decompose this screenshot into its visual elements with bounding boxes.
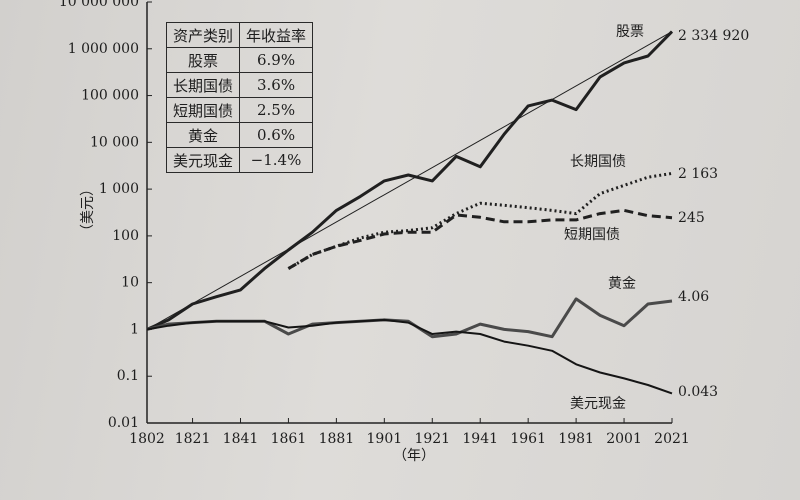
table-cell: 6.9%	[239, 47, 314, 73]
x-tick-label: 1961	[510, 431, 546, 447]
x-tick-label: 1841	[223, 431, 259, 447]
y-tick-label: 100 000	[81, 88, 139, 104]
table-cell: −1.4%	[239, 147, 314, 173]
x-tick-label: 1901	[367, 431, 403, 447]
table-cell: 3.6%	[239, 72, 314, 98]
y-tick-label: 1 000 000	[68, 41, 139, 57]
y-tick-label: 100	[112, 228, 139, 244]
series-line	[146, 30, 674, 331]
y-axis-title: （美元）	[80, 182, 96, 238]
y-tick-label: 0.01	[108, 415, 139, 431]
table-cell: 黄金	[165, 122, 241, 148]
trend-line	[146, 31, 673, 330]
x-axis-title: （年）	[393, 448, 435, 464]
series-name: 股票	[616, 24, 644, 40]
x-tick-label: 1981	[558, 431, 594, 447]
series-line	[287, 208, 673, 270]
table-cell: 美元现金	[165, 147, 241, 173]
value-label: 0.043	[678, 384, 718, 400]
table-header: 资产类别	[165, 22, 241, 48]
value-label: 245	[678, 210, 705, 226]
series-line	[287, 171, 673, 270]
return-table: 资产类别 年收益率 股票 6.9% 长期国债 3.6% 短期国债 2.5% 黄金 0.6%…	[165, 22, 314, 173]
y-tick-label: 1 000	[99, 181, 139, 197]
x-tick-label: 1881	[319, 431, 355, 447]
series-line	[146, 318, 673, 395]
y-tick-label: 0.1	[117, 368, 139, 384]
table-cell: 长期国债	[165, 72, 241, 98]
value-label: 4.06	[678, 289, 709, 305]
series-line	[146, 297, 673, 339]
x-tick-label: 1921	[414, 431, 450, 447]
table-cell: 短期国债	[165, 97, 241, 123]
table-header: 年收益率	[239, 22, 314, 48]
y-tick-label: 1	[130, 321, 139, 337]
series-name: 短期国债	[564, 227, 620, 243]
table-cell: 股票	[165, 47, 241, 73]
y-tick-label: 10	[121, 275, 139, 291]
y-tick-label: 10 000 000	[59, 0, 139, 10]
x-tick-label: 2001	[606, 431, 642, 447]
x-tick-label: 1821	[175, 431, 211, 447]
x-tick-label: 1802	[129, 431, 165, 447]
series-name: 美元现金	[570, 396, 626, 412]
x-tick-label: 1861	[271, 431, 307, 447]
value-label: 2 163	[678, 166, 718, 182]
table-cell: 2.5%	[239, 97, 314, 123]
series-name: 黄金	[608, 275, 636, 292]
table-cell: 0.6%	[239, 122, 314, 148]
x-tick-label: 1941	[462, 431, 498, 447]
y-tick-label: 10 000	[90, 134, 139, 150]
value-label: 2 334 920	[678, 28, 749, 44]
series-name: 长期国债	[570, 154, 626, 170]
x-tick-label: 2021	[654, 431, 690, 447]
